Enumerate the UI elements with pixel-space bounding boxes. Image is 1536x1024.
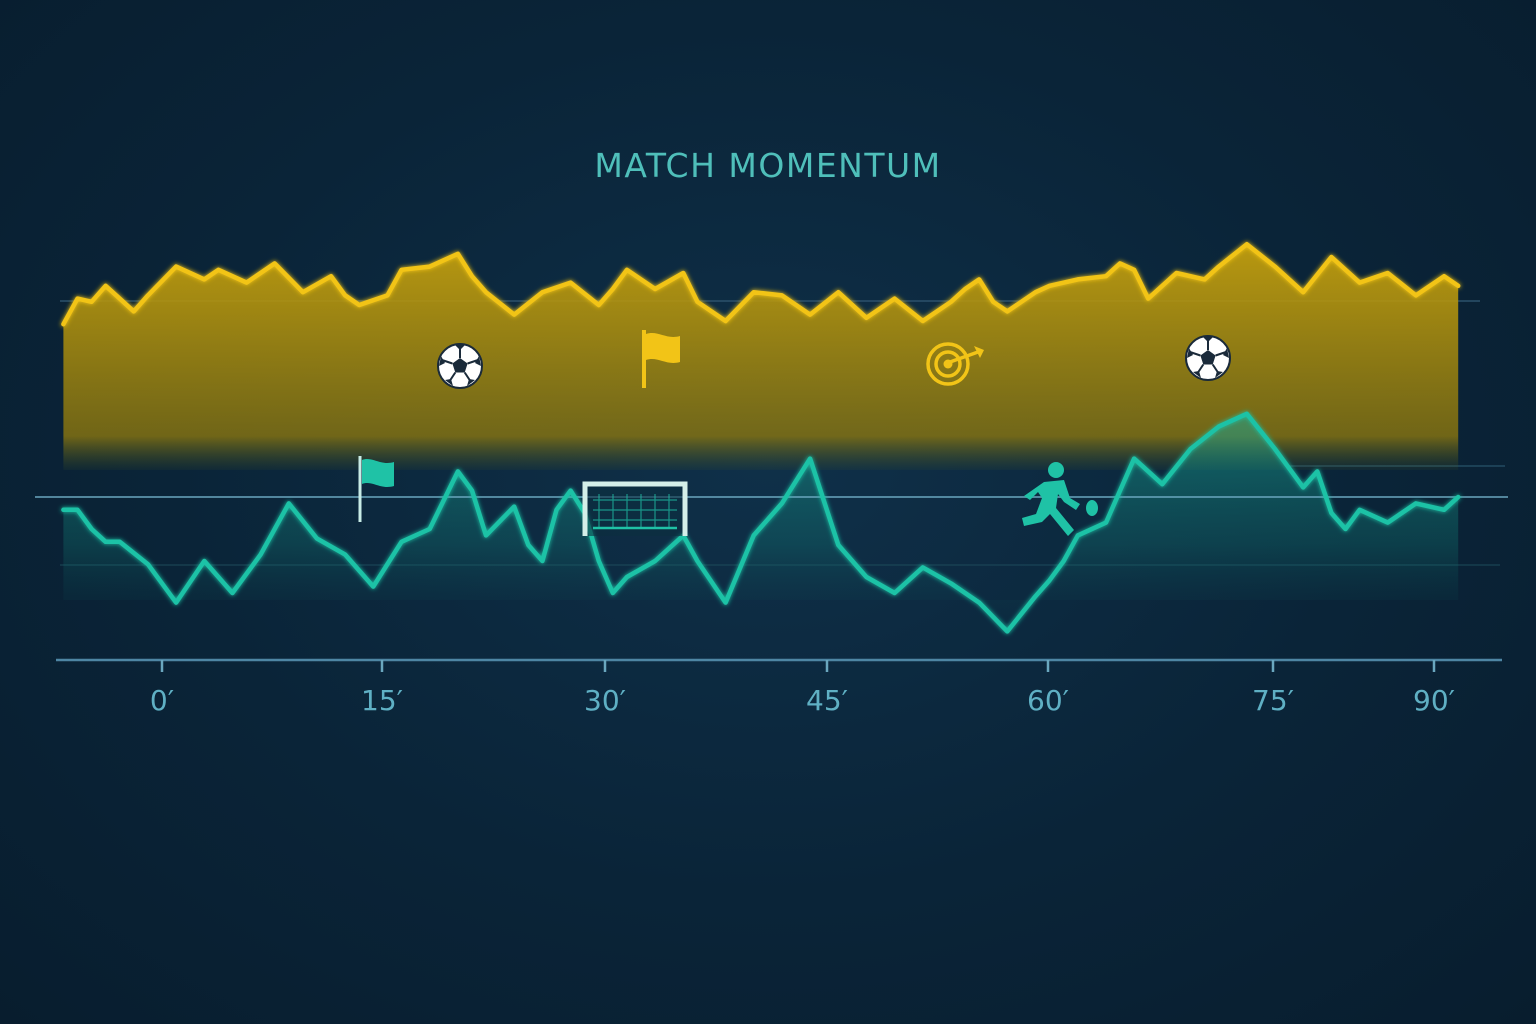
running-player-icon: [1022, 462, 1098, 536]
corner-flag-icon: [358, 456, 394, 522]
x-tick-label: 45′: [806, 684, 848, 717]
soccer-ball-icon: [437, 343, 483, 389]
chart-title: MATCH MOMENTUM: [594, 146, 942, 185]
x-tick-label: 15′: [361, 684, 403, 717]
soccer-ball-icon: [1185, 335, 1231, 381]
series-2-line: [61, 411, 1461, 634]
x-axis-ticks: [160, 660, 1436, 672]
line-layer: [61, 241, 1461, 634]
goal-icon: [582, 481, 688, 536]
x-tick-label: 0′: [149, 684, 175, 717]
x-tick-label: 90′: [1413, 684, 1455, 717]
x-tick-label: 60′: [1027, 684, 1069, 717]
target-icon: [926, 342, 984, 386]
series-2-area: [63, 413, 1459, 632]
corner-flag-icon: [642, 330, 680, 388]
x-tick-label: 75′: [1252, 684, 1294, 717]
area-layer: [63, 244, 1459, 632]
series-1-line: [61, 241, 1461, 327]
x-tick-label: 30′: [584, 684, 626, 717]
series-1-area: [63, 244, 1459, 470]
